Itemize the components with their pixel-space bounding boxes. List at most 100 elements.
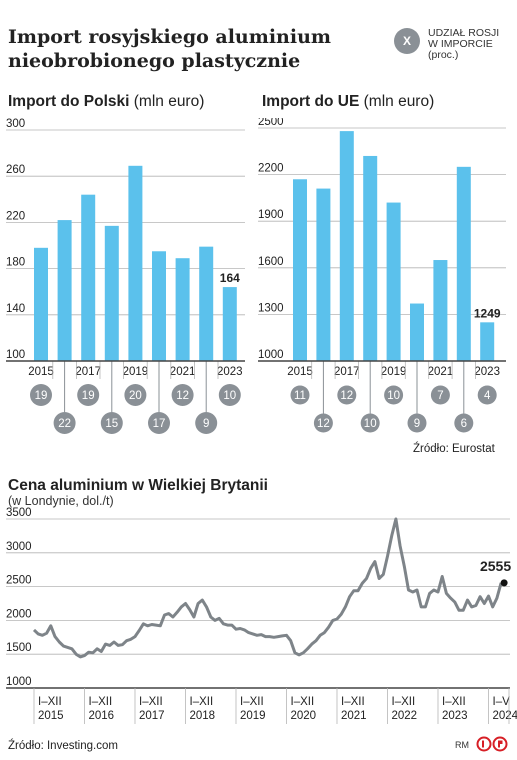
- poland-share-badge: [100, 412, 123, 434]
- right-chart-title-bold: Import do UE: [262, 93, 360, 110]
- eu-bar: [386, 202, 401, 361]
- legend: X UDZIAŁ ROSJI W IMPORCIE (proc.): [394, 28, 517, 68]
- eu-share-badge: [477, 385, 497, 405]
- poland-bar: [152, 251, 166, 361]
- price-last-value-label: 2555: [480, 558, 511, 574]
- eu-y-tick-label: 2200: [258, 163, 284, 175]
- eu-share-label: 7: [437, 390, 443, 402]
- poland-x-tick-label: 2019: [123, 366, 149, 378]
- poland-bar: [128, 165, 143, 361]
- price-x-tick-bottom: 2016: [89, 710, 115, 722]
- price-x-tick-bottom: 2020: [291, 710, 317, 722]
- poland-bar: [199, 246, 214, 361]
- price-y-tick-label: 3500: [6, 507, 32, 519]
- credit-initials: RM: [455, 740, 469, 750]
- price-x-tick-bottom: 2023: [442, 710, 468, 722]
- eu-share-label: 11: [294, 390, 306, 402]
- price-x-tick-top: I–XII: [442, 696, 466, 708]
- poland-share-label: 15: [105, 418, 118, 430]
- eu-share-label: 10: [364, 418, 377, 430]
- source-eurostat: Źródło: Eurostat: [413, 443, 495, 455]
- poland-share-label: 17: [153, 418, 166, 430]
- poland-share-label: 9: [203, 418, 209, 430]
- eu-y-tick-label: 2500: [258, 118, 284, 128]
- right-chart-title: Import do UE (mln euro): [262, 93, 434, 111]
- poland-y-tick-label: 180: [6, 257, 25, 269]
- price-y-tick-label: 1000: [6, 676, 32, 688]
- eu-bar: [316, 188, 331, 361]
- poland-share-badge: [148, 412, 170, 434]
- poland-share-badge: [30, 384, 52, 406]
- poland-bar: [222, 287, 237, 361]
- eu-share-badge: [407, 413, 427, 433]
- title-line-2: nieobrobionego plastycznie: [8, 50, 301, 72]
- left-chart-title-bold: Import do Polski: [8, 93, 130, 110]
- poland-share-badge: [77, 384, 100, 406]
- legend-badge: X: [394, 28, 420, 54]
- title-line-1: Import rosyjskiego aluminium: [8, 26, 331, 48]
- price-x-tick-top: I–V: [493, 696, 511, 708]
- price-x-tick-bottom: 2017: [139, 710, 165, 722]
- price-x-tick-bottom: 2018: [190, 710, 216, 722]
- poland-x-tick-label: 2021: [170, 366, 196, 378]
- eu-share-label: 10: [387, 390, 400, 402]
- price-x-tick-top: I–XII: [89, 696, 113, 708]
- eu-share-label: 6: [461, 418, 467, 430]
- poland-share-badge: [53, 412, 76, 434]
- price-x-tick-top: I–XII: [392, 696, 416, 708]
- eu-x-tick-label: 2019: [381, 366, 407, 378]
- poland-share-label: 22: [58, 418, 71, 430]
- right-chart-title-unit: (mln euro): [363, 93, 435, 110]
- poland-x-tick-label: 2023: [217, 366, 243, 378]
- eu-bar: [293, 179, 307, 361]
- eu-y-tick-label: 1300: [258, 302, 284, 314]
- poland-y-tick-label: 100: [6, 349, 25, 361]
- eu-share-badge: [290, 385, 310, 405]
- left-chart-title: Import do Polski (mln euro): [8, 93, 204, 111]
- eu-bar: [433, 260, 448, 361]
- price-chart-subtitle: (w Londynie, dol./t): [8, 494, 114, 508]
- left-chart-title-unit: (mln euro): [133, 93, 205, 110]
- eu-share-badge: [313, 413, 333, 433]
- eu-share-label: 4: [484, 390, 491, 402]
- aluminium-price-chart: 1000 1500 2000 2500 3000 3500 2555 I–XII 2015 I–X…: [6, 507, 517, 724]
- poland-bar: [34, 247, 48, 361]
- legend-line-2: W IMPORCIE: [428, 38, 493, 50]
- source-investing: Źródło: Investing.com: [8, 740, 118, 752]
- eu-share-badge: [430, 385, 450, 405]
- eu-bar: [339, 131, 354, 361]
- price-y-tick-label: 1500: [6, 642, 32, 654]
- price-x-tick-bottom: 2024: [493, 710, 517, 722]
- eu-x-tick-label: 2015: [287, 366, 313, 378]
- price-y-tick-label: 2000: [6, 608, 32, 620]
- eu-share-badge: [384, 385, 404, 405]
- legend-line-3: (proc.): [428, 49, 459, 61]
- price-series-line: [32, 517, 503, 659]
- price-x-tick-bottom: 2015: [38, 710, 64, 722]
- poland-share-label: 12: [176, 390, 189, 402]
- poland-share-badge: [195, 412, 218, 434]
- price-x-tick-top: I–XII: [139, 696, 163, 708]
- poland-share-label: 19: [82, 390, 95, 402]
- poland-bar: [57, 220, 72, 361]
- price-y-tick-label: 3000: [6, 541, 32, 553]
- price-x-tick-top: I–XII: [240, 696, 264, 708]
- poland-share-label: 20: [129, 390, 142, 402]
- poland-bar: [81, 194, 96, 361]
- poland-bar: [104, 225, 119, 361]
- eu-x-tick-label: 2023: [474, 366, 500, 378]
- eu-x-tick-label: 2017: [334, 366, 360, 378]
- eu-import-chart: 1000 1300 1600 1900 2200 2500 2015 11 12 2017 12 10…: [258, 118, 506, 433]
- price-chart-title: Cena aluminium w Wielkiej Brytanii: [8, 477, 268, 494]
- price-x-tick-bottom: 2021: [341, 710, 367, 722]
- eu-x-tick-label: 2021: [428, 366, 454, 378]
- eu-value-label: 1249: [474, 306, 501, 320]
- poland-share-label: 10: [223, 390, 236, 402]
- eu-share-badge: [337, 385, 357, 405]
- eu-y-tick-label: 1000: [258, 349, 284, 361]
- page-title: Import rosyjskiego aluminium nieobrobion…: [8, 25, 331, 73]
- price-x-tick-bottom: 2019: [240, 710, 266, 722]
- poland-y-tick-label: 220: [6, 210, 25, 222]
- poland-bar: [175, 258, 190, 361]
- poland-y-tick-label: 140: [6, 303, 25, 315]
